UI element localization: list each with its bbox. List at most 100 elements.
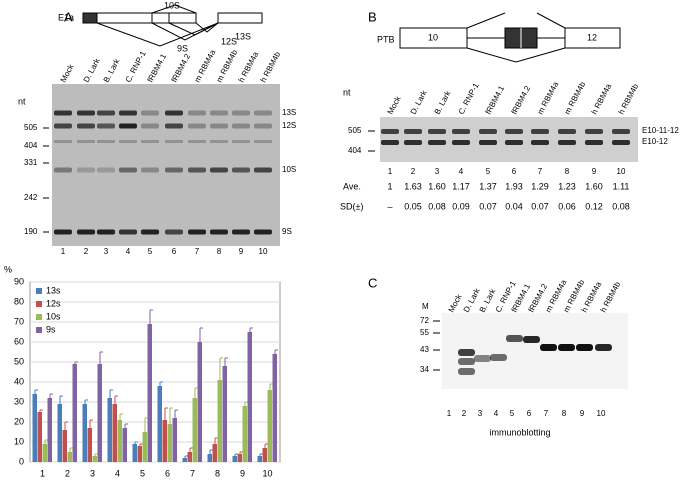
marker-label: 72 — [420, 316, 429, 325]
y-tick-label: 20 — [14, 416, 24, 426]
bar — [172, 418, 177, 462]
lane-number: 10 — [597, 409, 606, 418]
panel-label: C — [368, 275, 377, 290]
x-tick-label: 2 — [65, 468, 70, 478]
gel-band — [188, 167, 206, 173]
gel-band — [77, 140, 95, 143]
blot-band — [458, 349, 475, 356]
gel-band — [119, 167, 137, 173]
gel-band — [612, 140, 630, 145]
lane-label: m RBM4b — [563, 80, 588, 116]
ave-value: 1.93 — [505, 181, 523, 191]
lane-number: 3 — [478, 409, 483, 418]
gel-band — [254, 229, 272, 235]
lane-label: m RBM4b — [215, 48, 240, 84]
gel-band — [77, 229, 95, 235]
bar — [167, 424, 172, 462]
unit-label: nt — [343, 87, 351, 97]
bar — [192, 398, 197, 462]
sd-value: – — [387, 201, 392, 211]
band-label: 13S — [282, 108, 296, 117]
error-bar — [84, 399, 88, 404]
lane-label: fRBM4.2 — [510, 84, 533, 116]
gel-band — [141, 123, 159, 129]
gel-band — [165, 167, 183, 173]
x-tick-label: 7 — [190, 468, 195, 478]
gel-band — [479, 129, 497, 134]
gel-band — [77, 123, 95, 129]
bar — [67, 452, 72, 462]
error-bar — [124, 423, 128, 428]
gel-band — [381, 140, 399, 145]
marker-header: M — [422, 302, 429, 311]
bar — [207, 454, 212, 462]
sd-value: 0.12 — [585, 201, 603, 211]
gel-band — [232, 140, 250, 143]
stat-label: SD(±) — [340, 201, 363, 211]
gel-band — [254, 110, 272, 116]
band-label: 10S — [282, 165, 296, 174]
error-bar — [249, 327, 253, 332]
gel-band — [505, 129, 523, 134]
band-label: 12S — [282, 121, 296, 130]
sd-value: 0.06 — [558, 201, 576, 211]
lane-number: 4 — [126, 247, 131, 256]
legend-swatch — [36, 327, 42, 333]
lane-number: 6 — [172, 247, 177, 256]
ave-value: 1.37 — [479, 181, 497, 191]
sd-value: 0.08 — [428, 201, 446, 211]
bar — [57, 404, 62, 462]
bar — [122, 428, 127, 462]
gel-band — [97, 110, 115, 116]
bar — [162, 420, 167, 462]
bar — [137, 446, 142, 462]
error-bar — [164, 407, 168, 420]
gel-band — [404, 140, 422, 145]
legend-label: 13s — [46, 285, 61, 295]
exon-label: 10 — [428, 32, 438, 42]
error-bar — [149, 309, 153, 324]
lane-number: 3 — [435, 167, 440, 176]
gel-band — [254, 123, 272, 129]
gel-band — [97, 167, 115, 173]
legend-label: 12s — [46, 298, 61, 308]
caption: immunoblotting — [489, 427, 550, 437]
lane-number: 3 — [104, 247, 109, 256]
gel-band — [97, 229, 115, 235]
error-bar — [59, 395, 63, 404]
x-tick-label: 5 — [140, 468, 145, 478]
lane-label: h RBM4a — [237, 50, 261, 84]
gel-band — [505, 140, 523, 145]
bar — [147, 324, 152, 462]
ave-value: 1.17 — [452, 181, 470, 191]
ave-value: 1 — [387, 181, 392, 191]
lane-label: C. RNP-1 — [457, 81, 481, 116]
legend-swatch — [36, 288, 42, 294]
sd-value: 0.07 — [479, 201, 497, 211]
gel-band — [141, 167, 159, 173]
marker-label: 505 — [24, 123, 38, 132]
e1a-diagram — [82, 4, 263, 47]
lane-label: D. Lark — [82, 56, 103, 84]
sd-value: 0.07 — [531, 201, 549, 211]
y-axis-label: % — [4, 264, 12, 274]
gel-band — [232, 123, 250, 129]
lane-number: 2 — [462, 409, 467, 418]
error-bar — [174, 409, 178, 418]
error-bar — [99, 351, 103, 364]
gene-label: PTB — [377, 34, 395, 44]
gel-band — [165, 123, 183, 129]
exon-label: 12 — [587, 32, 597, 42]
x-tick-label: 1 — [40, 468, 45, 478]
lane-number: 5 — [486, 167, 491, 176]
gel-band — [381, 129, 399, 134]
bar — [187, 452, 192, 462]
lane-label: m RBM4a — [193, 48, 218, 84]
lane-label: B. Lark — [433, 88, 453, 115]
lane-number: 1 — [447, 409, 452, 418]
bar — [257, 456, 262, 462]
bar — [212, 444, 217, 462]
gel-band — [558, 140, 576, 145]
bar — [82, 404, 87, 462]
